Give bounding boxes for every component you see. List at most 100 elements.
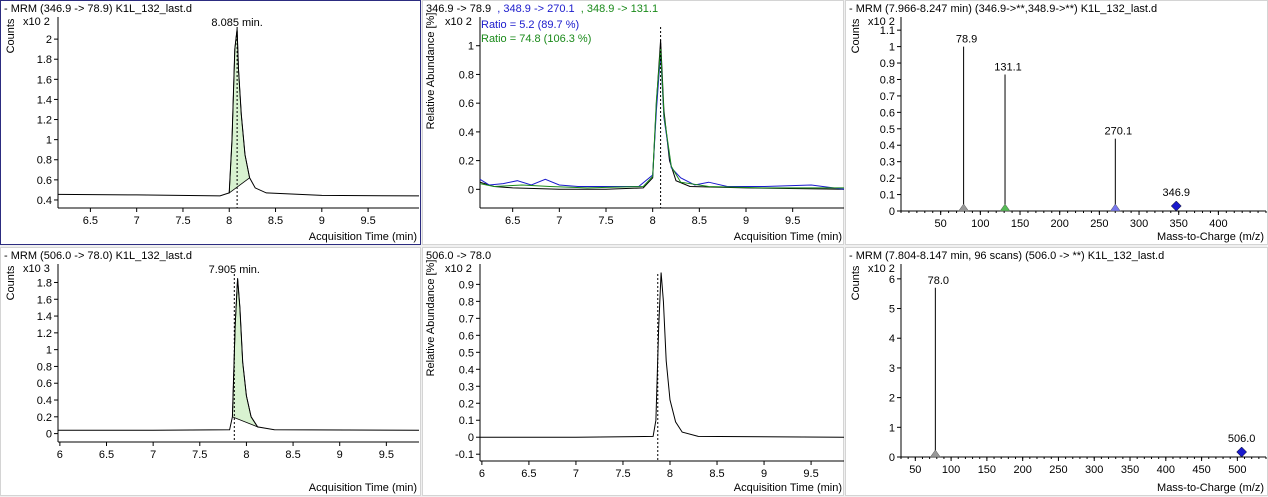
y-tick-label: 1 — [468, 41, 474, 53]
x-axis-label: Acquisition Time (min) — [309, 482, 417, 494]
x-tick-label: 250 — [1090, 218, 1108, 230]
x-tick-label: 9 — [337, 449, 343, 461]
x-axis-label: Acquisition Time (min) — [734, 482, 842, 494]
x-tick-label: 350 — [1170, 218, 1188, 230]
normalized-chart[interactable]: -0.1 0 0.1 0.2 0.3 0.4 0.5 0.6 0.7 0.8 0.9 6 6.5 7 7.5… — [423, 248, 845, 497]
x-tick-label: 9.5 — [360, 215, 375, 227]
y-tick-label: 0.6 — [37, 175, 52, 187]
x-tick-label: 400 — [1209, 218, 1227, 230]
x-tick-label: 100 — [942, 464, 960, 476]
transition-qual-1: , 348.9 -> 270.1 — [491, 3, 575, 15]
y-tick-label: 0.1 — [459, 415, 474, 427]
y-axis-label: Counts — [850, 18, 862, 53]
x-tick-label: 8 — [226, 215, 232, 227]
y-tick-label: 6 — [889, 274, 895, 286]
y-tick-label: 1.2 — [37, 115, 52, 127]
y-scale-label: x10 3 — [23, 263, 50, 275]
y-tick-label: 0.8 — [37, 361, 52, 373]
y-tick-label: 0.4 — [880, 140, 895, 152]
y-tick-label: 0 — [889, 206, 895, 218]
x-tick-label: 7 — [150, 449, 156, 461]
y-tick-label: 1.4 — [37, 94, 52, 106]
x-tick-label: 9.5 — [379, 449, 394, 461]
x-tick-label: 300 — [1130, 218, 1148, 230]
y-tick-label: 0.5 — [880, 124, 895, 136]
y-tick-label: 0.7 — [459, 313, 474, 325]
overlay-chromatogram-panel[interactable]: 346.9 -> 78.9 , 348.9 -> 270.1 , 348.9 -… — [422, 0, 845, 246]
chromatogram-chart[interactable]: 0.4 0.6 0.8 1 1.2 1.4 1.6 1.8 2 6.5 7 7.5 8 8.5 9 9.5 Ac… — [1, 1, 422, 246]
y-tick-label: 0.4 — [459, 364, 474, 376]
ratio-label-1: Ratio = 5.2 (89.7 %) — [481, 19, 580, 31]
y-axis-label: Counts — [850, 265, 862, 300]
y-tick-label: 0 — [46, 429, 52, 441]
x-tick-label: 6 — [479, 468, 485, 480]
y-tick-label: 4 — [889, 333, 895, 345]
x-tick-label: 350 — [1121, 464, 1139, 476]
x-tick-label: 400 — [1157, 464, 1175, 476]
chromatogram-chart[interactable]: 0 0.2 0.4 0.6 0.8 1 1.2 1.4 1.6 1.8 6 6.5 7 7.5 8 8.5 9 9… — [1, 248, 422, 497]
y-tick-label: 0.6 — [459, 98, 474, 110]
y-tick-label: 0 — [468, 432, 474, 444]
y-tick-label: 0.2 — [459, 398, 474, 410]
x-tick-label: 9 — [761, 468, 767, 480]
x-tick-label: 9 — [319, 215, 325, 227]
x-tick-label: 100 — [971, 218, 989, 230]
x-tick-label: 9.5 — [803, 468, 818, 480]
y-tick-label: 1.8 — [37, 277, 52, 289]
precursor-diamond-marker — [1236, 446, 1248, 458]
transition-qual-2: , 348.9 -> 131.1 — [574, 3, 659, 15]
x-axis-label: Acquisition Time (min) — [309, 231, 417, 243]
x-tick-label: 6.5 — [505, 215, 520, 227]
bar-label: 131.1 — [994, 62, 1022, 74]
y-tick-label: 0.5 — [459, 347, 474, 359]
x-tick-label: 150 — [1011, 218, 1029, 230]
y-tick-label: 1.1 — [880, 25, 895, 37]
y-scale-label: x10 2 — [445, 263, 472, 275]
y-scale-label: x10 2 — [868, 263, 895, 275]
normalized-chromatogram-panel[interactable]: 506.0 -> 78.0 -0.1 0 0.1 0.2 0.3 0.4 0.5 0.6 0.7… — [422, 247, 845, 497]
x-tick-label: 50 — [909, 464, 921, 476]
x-tick-label: 6.5 — [521, 468, 536, 480]
y-tick-label: 0.9 — [880, 58, 895, 70]
integrated-peak-area — [228, 29, 251, 194]
chromatogram-panel-1[interactable]: - MRM (346.9 -> 78.9) K1L_132_last.d 0.4… — [0, 0, 421, 245]
x-tick-label: 8 — [243, 449, 249, 461]
x-tick-label: 7.5 — [615, 468, 630, 480]
y-tick-label: 1.6 — [37, 74, 52, 86]
y-tick-label: 2 — [46, 34, 52, 46]
precursor-label: 506.0 — [1228, 433, 1256, 445]
y-tick-label: 1 — [46, 135, 52, 147]
y-scale-label: x10 2 — [445, 16, 472, 28]
x-tick-label: 8.5 — [268, 215, 283, 227]
y-tick-label: 0.7 — [880, 91, 895, 103]
y-axis-label: Relative Abundance [%] — [425, 13, 437, 130]
precursor-marker — [958, 203, 970, 212]
x-tick-label: 6 — [57, 449, 63, 461]
y-tick-label: 0.6 — [459, 330, 474, 342]
panel-title: - MRM (7.966-8.247 min) (346.9->**,348.9… — [849, 3, 1158, 15]
y-tick-label: 0.9 — [459, 279, 474, 291]
y-tick-label: 1.4 — [37, 311, 52, 323]
y-tick-label: 0.2 — [880, 173, 895, 185]
y-tick-label: 0.8 — [37, 155, 52, 167]
x-tick-label: 8 — [650, 215, 656, 227]
spectrum-panel-2[interactable]: - MRM (7.804-8.147 min, 96 scans) (506.0… — [845, 247, 1268, 496]
y-tick-label: 0.2 — [459, 156, 474, 168]
y-scale-label: x10 2 — [23, 16, 50, 28]
x-axis-label: Mass-to-Charge (m/z) — [1157, 231, 1264, 243]
overlay-chart[interactable]: 0 0.2 0.4 0.6 0.8 1 6.5 7 7.5 8 8.5 9 9.5 Acquisition… — [423, 1, 845, 246]
x-tick-label: 7.5 — [175, 215, 190, 227]
y-tick-label: 1 — [889, 422, 895, 434]
x-tick-label: 7.5 — [192, 449, 207, 461]
precursor-label: 346.9 — [1162, 187, 1190, 199]
x-tick-label: 150 — [978, 464, 996, 476]
series-line — [479, 48, 844, 189]
x-tick-label: 7 — [556, 215, 562, 227]
spectrum-panel-1[interactable]: - MRM (7.966-8.247 min) (346.9->**,348.9… — [845, 0, 1268, 245]
y-tick-label: 1 — [46, 345, 52, 357]
spectrum-chart[interactable]: 0 0.1 0.2 0.3 0.4 0.5 0.6 0.7 0.8 0.9 1 1.1 50 100 150… — [846, 1, 1268, 246]
spectrum-chart[interactable]: 0 1 2 3 4 5 6 50 100 150 200 250 300 350 400 450 500 Mass… — [846, 248, 1268, 497]
chromatogram-panel-2[interactable]: - MRM (506.0 -> 78.0) K1L_132_last.d 0 0.… — [0, 247, 421, 496]
y-tick-label: 0.6 — [880, 107, 895, 119]
series-line — [480, 272, 845, 438]
